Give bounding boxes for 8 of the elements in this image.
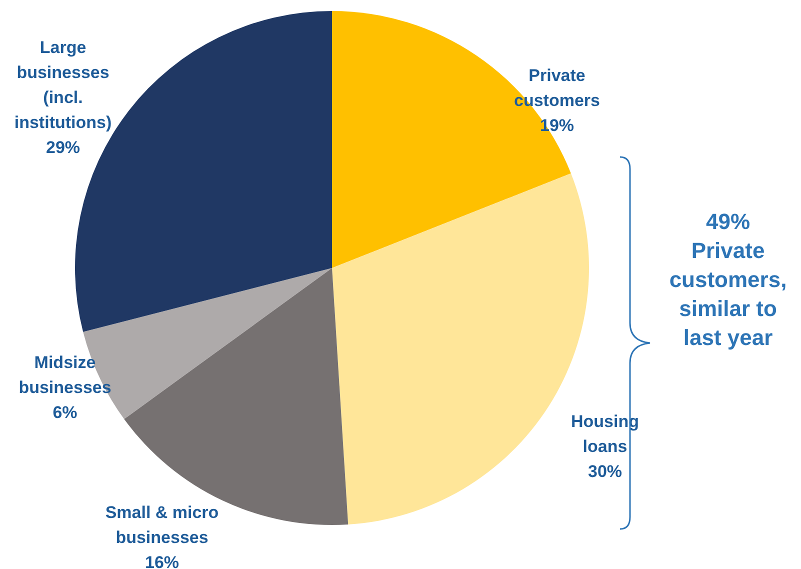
data-label: 30% (588, 462, 622, 481)
data-label: 16% (144, 553, 180, 569)
slice-label: Small & micro businesses (105, 503, 219, 547)
data-label: 6% (52, 403, 78, 422)
slice-label: Midsize businesses (18, 353, 112, 397)
data-label: 29% (46, 138, 80, 157)
text: 49% Private customers, similar to last year (669, 209, 787, 350)
slice-label: Large businesses (incl. institutions) (14, 38, 112, 132)
